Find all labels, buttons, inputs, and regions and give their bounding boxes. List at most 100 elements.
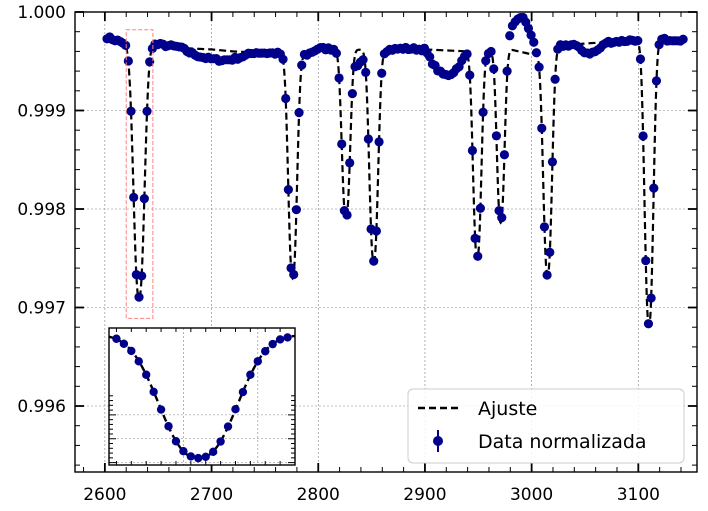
data-point <box>291 205 301 215</box>
axis-ticks <box>75 11 697 472</box>
inset-data-points <box>112 333 292 463</box>
data-point <box>377 68 387 78</box>
data-point <box>361 67 371 77</box>
x-tick-label: 3100 <box>617 485 660 505</box>
data-point <box>142 106 152 116</box>
data-point <box>539 222 550 232</box>
data-point <box>491 131 502 141</box>
plot-frame <box>74 11 698 473</box>
data-point <box>481 56 491 66</box>
data-point <box>337 139 347 149</box>
data-point <box>475 203 486 213</box>
y-tick-label: 1.000 <box>17 3 66 23</box>
x-tick-label: 2600 <box>83 485 126 505</box>
inset-data-point <box>179 446 188 456</box>
data-point <box>334 73 344 83</box>
inset-grid <box>109 328 295 465</box>
data-point <box>347 88 357 99</box>
data-point <box>497 213 507 223</box>
inset-data-point <box>223 422 233 431</box>
data-point <box>643 319 654 329</box>
data-point <box>534 62 544 72</box>
y-tick-label: 0.997 <box>17 299 66 319</box>
data-point <box>283 184 293 195</box>
legend-marker-swatch <box>433 436 443 446</box>
inset-data-point <box>261 347 270 356</box>
data-point <box>331 48 341 58</box>
data-point <box>529 37 539 47</box>
legend-label-fit: Ajuste <box>478 398 537 420</box>
inset-data-point <box>253 357 262 366</box>
x-tick-label: 2800 <box>297 485 340 505</box>
inset-data-point <box>156 405 166 414</box>
data-point <box>633 36 643 46</box>
data-point <box>294 108 304 118</box>
data-point <box>526 30 536 40</box>
inset-data-point <box>208 447 218 457</box>
y-tick-label: 0.999 <box>17 102 66 122</box>
data-point <box>486 46 496 57</box>
inset-ticks <box>109 328 296 465</box>
inset-data-point <box>186 452 196 461</box>
data-point <box>363 134 373 144</box>
data-point <box>342 210 352 220</box>
fit-line <box>106 36 684 328</box>
data-point <box>489 64 499 74</box>
data-point <box>502 66 512 76</box>
data-point <box>550 74 560 84</box>
legend-label-data: Data normalizada <box>478 431 647 453</box>
inset-data-point <box>127 346 136 356</box>
inset-data-point <box>283 333 292 342</box>
inset-data-point <box>194 453 203 463</box>
legend: Ajuste Data normalizada <box>407 388 685 464</box>
inset-data-point <box>142 370 151 379</box>
data-point <box>425 52 435 62</box>
inset-data-point <box>275 335 285 344</box>
data-point <box>638 131 648 141</box>
data-point <box>278 54 288 64</box>
grid <box>75 11 697 472</box>
data-point <box>121 40 131 51</box>
data-point <box>345 158 355 168</box>
data-point <box>651 76 662 86</box>
inset-data-point <box>201 452 210 462</box>
x-tick-label: 2700 <box>190 485 233 505</box>
inset-data-point <box>149 387 158 396</box>
data-point <box>537 123 547 133</box>
data-point <box>465 70 475 80</box>
data-point <box>531 48 542 58</box>
data-point <box>281 93 291 104</box>
data-point <box>289 269 299 280</box>
data-point <box>462 49 472 59</box>
inset-frame <box>108 327 296 466</box>
data-point <box>467 145 478 156</box>
data-point <box>646 293 656 303</box>
x-tick-labels: 2600 2700 2800 2900 3000 3100 <box>83 485 660 505</box>
data-point <box>494 205 504 216</box>
data-point <box>678 34 688 44</box>
data-point <box>542 270 552 280</box>
data-point <box>545 247 555 257</box>
data-point <box>470 233 480 243</box>
x-tick-label: 2900 <box>403 485 446 505</box>
data-point <box>137 271 147 281</box>
data-point <box>641 256 651 266</box>
data-point <box>134 292 144 302</box>
legend-box <box>407 388 685 464</box>
data-point <box>635 54 646 64</box>
inset-data-point <box>231 404 240 414</box>
data-point <box>126 106 136 116</box>
inset-data-point <box>238 387 248 397</box>
data-point <box>649 183 659 193</box>
data-point <box>547 157 558 167</box>
inset-zoom-plot <box>108 327 296 466</box>
data-point <box>129 192 139 202</box>
inset-data-point <box>134 357 143 366</box>
inset-data-point <box>119 339 129 349</box>
data-point <box>473 251 483 261</box>
y-tick-label: 0.998 <box>17 200 66 220</box>
data-point <box>369 256 379 266</box>
inset-data-point <box>112 334 121 343</box>
inset-data-point <box>268 339 277 349</box>
